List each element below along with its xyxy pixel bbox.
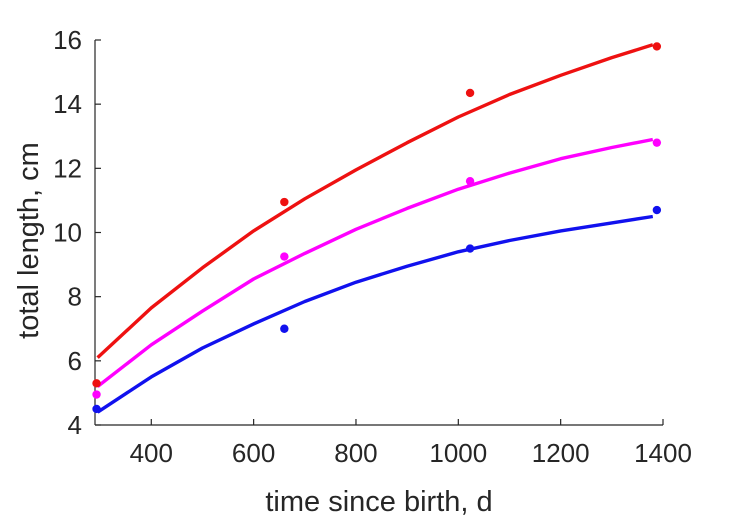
y-tick-label: 16 [53, 25, 82, 55]
data-point-series-2 [652, 138, 662, 147]
data-point-series-2 [92, 390, 101, 399]
y-tick-label: 8 [68, 282, 82, 312]
data-point-series-2 [280, 252, 289, 261]
x-tick-label: 800 [334, 438, 377, 468]
x-tick-label: 1000 [429, 438, 487, 468]
data-point-series-1 [92, 379, 101, 388]
data-point-series-3 [92, 404, 101, 414]
data-point-series-1 [465, 88, 475, 98]
fit-curves [96, 43, 654, 414]
y-tick-label: 4 [68, 410, 82, 440]
data-point-series-3 [280, 324, 289, 333]
y-tick-label: 14 [53, 89, 82, 119]
y-tick-label: 10 [53, 218, 82, 248]
data-point-series-2 [465, 176, 475, 186]
y-axis-ticks: 4 6 8 10 12 14 16 [53, 25, 101, 440]
x-tick-label: 1200 [532, 438, 590, 468]
fit-curve-3 [96, 214, 654, 414]
x-axis-label: time since birth, d [265, 486, 492, 518]
data-point-series-1 [652, 42, 662, 51]
fit-curve-2 [96, 137, 654, 388]
axes [94, 40, 663, 426]
x-tick-label: 1400 [634, 438, 692, 468]
data-point-series-3 [465, 244, 475, 253]
x-axis-ticks: 400 600 800 1000 1200 1400 [130, 419, 692, 468]
y-tick-label: 12 [53, 153, 82, 183]
data-point-series-3 [652, 205, 662, 215]
data-point-series-1 [280, 197, 289, 207]
x-tick-label: 600 [232, 438, 275, 468]
data-points [92, 42, 662, 414]
fit-curve-1 [96, 43, 654, 359]
x-tick-label: 400 [130, 438, 173, 468]
y-axis-label: total length, cm [13, 142, 45, 339]
y-tick-label: 6 [68, 346, 82, 376]
